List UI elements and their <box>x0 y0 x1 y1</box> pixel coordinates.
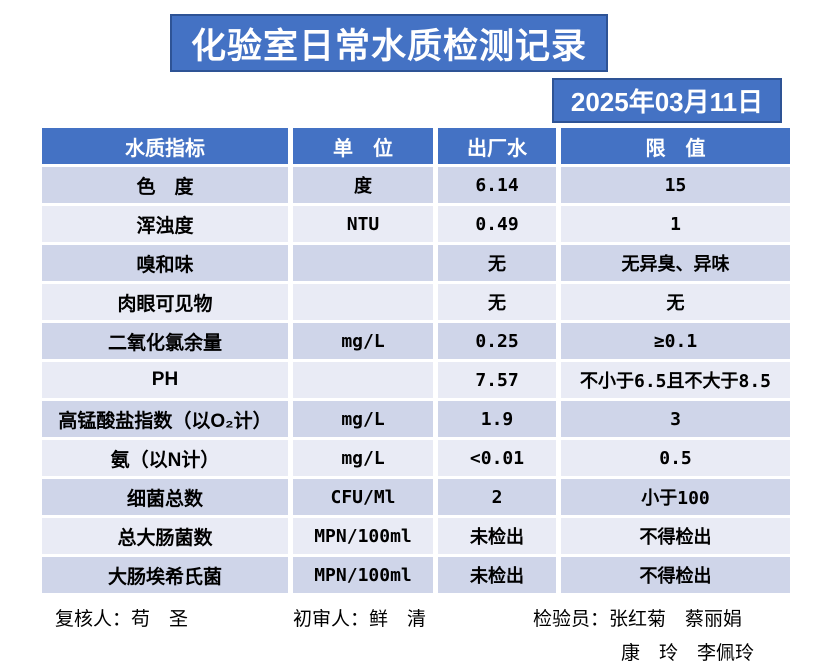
cell-limit-value: 3 <box>561 401 790 437</box>
cell-unit: MPN/100ml <box>293 518 433 554</box>
cell-indicator: 高锰酸盐指数（以O₂计） <box>42 401 288 437</box>
table-row: 浑浊度 NTU 0.49 1 <box>42 206 790 242</box>
table-row: 总大肠菌数 MPN/100ml 未检出 不得检出 <box>42 518 790 554</box>
cell-indicator: 二氧化氯余量 <box>42 323 288 359</box>
cell-unit: MPN/100ml <box>293 557 433 593</box>
cell-indicator: 细菌总数 <box>42 479 288 515</box>
water-quality-table-wrap: 水质指标 单 位 出厂水 限 值 色 度 度 6.14 15 浑浊度 NTU 0… <box>42 128 790 593</box>
inspector-names-line2: 康 玲 李佩玲 <box>621 642 755 664</box>
cell-indicator: 大肠埃希氏菌 <box>42 557 288 593</box>
table-row: 二氧化氯余量 mg/L 0.25 ≥0.1 <box>42 323 790 359</box>
page-title: 化验室日常水质检测记录 <box>170 14 608 72</box>
cell-indicator: 肉眼可见物 <box>42 284 288 320</box>
cell-limit-value: 不小于6.5且不大于8.5 <box>561 362 790 398</box>
cell-limit-value: 无异臭、异味 <box>561 245 790 281</box>
cell-factory-water-value: 2 <box>438 479 556 515</box>
cell-unit: NTU <box>293 206 433 242</box>
cell-limit-value: 不得检出 <box>561 518 790 554</box>
cell-factory-water-value: 0.25 <box>438 323 556 359</box>
cell-factory-water-value: 1.9 <box>438 401 556 437</box>
cell-unit: mg/L <box>293 323 433 359</box>
table-header-row: 水质指标 单 位 出厂水 限 值 <box>42 128 790 164</box>
cell-factory-water-value: 无 <box>438 245 556 281</box>
table-row: 细菌总数 CFU/Ml 2 小于100 <box>42 479 790 515</box>
table-row: PH 7.57 不小于6.5且不大于8.5 <box>42 362 790 398</box>
inspector-names-line1: 张红菊 蔡丽娟 <box>609 608 743 630</box>
table-row: 色 度 度 6.14 15 <box>42 167 790 203</box>
cell-factory-water-value: 7.57 <box>438 362 556 398</box>
cell-unit: 度 <box>293 167 433 203</box>
cell-factory-water-value: 6.14 <box>438 167 556 203</box>
cell-unit <box>293 284 433 320</box>
cell-indicator: 氨（以N计） <box>42 440 288 476</box>
cell-unit: mg/L <box>293 440 433 476</box>
table-row: 大肠埃希氏菌 MPN/100ml 未检出 不得检出 <box>42 557 790 593</box>
cell-indicator: 总大肠菌数 <box>42 518 288 554</box>
cell-limit-value: 无 <box>561 284 790 320</box>
cell-indicator: PH <box>42 362 288 398</box>
table-row: 肉眼可见物 无 无 <box>42 284 790 320</box>
table-body: 色 度 度 6.14 15 浑浊度 NTU 0.49 1 嗅和味 无 无异臭、异… <box>42 167 790 593</box>
cell-limit-value: 不得检出 <box>561 557 790 593</box>
table-row: 氨（以N计） mg/L <0.01 0.5 <box>42 440 790 476</box>
cell-limit-value: 0.5 <box>561 440 790 476</box>
cell-factory-water-value: 0.49 <box>438 206 556 242</box>
cell-factory-water-value: <0.01 <box>438 440 556 476</box>
cell-limit-value: ≥0.1 <box>561 323 790 359</box>
table-row: 高锰酸盐指数（以O₂计） mg/L 1.9 3 <box>42 401 790 437</box>
cell-factory-water-value: 无 <box>438 284 556 320</box>
cell-unit <box>293 362 433 398</box>
cell-indicator: 嗅和味 <box>42 245 288 281</box>
record-date: 2025年03月11日 <box>552 78 782 123</box>
cell-unit <box>293 245 433 281</box>
inspectors-line1: 检验员：张红菊 蔡丽娟 <box>533 604 754 631</box>
reviewer-signature: 复核人：苟 圣 <box>55 608 189 630</box>
cell-limit-value: 小于100 <box>561 479 790 515</box>
cell-indicator: 浑浊度 <box>42 206 288 242</box>
inspector-label: 检验员： <box>533 608 610 630</box>
cell-unit: mg/L <box>293 401 433 437</box>
cell-unit: CFU/Ml <box>293 479 433 515</box>
cell-factory-water-value: 未检出 <box>438 557 556 593</box>
cell-limit-value: 1 <box>561 206 790 242</box>
first-auditor-signature: 初审人：鲜 清 <box>293 608 427 630</box>
table-row: 嗅和味 无 无异臭、异味 <box>42 245 790 281</box>
inspectors-signature: 检验员：张红菊 蔡丽娟 康 玲 李佩玲 <box>533 604 754 665</box>
col-header-factory-water: 出厂水 <box>438 128 556 164</box>
water-quality-table: 水质指标 单 位 出厂水 限 值 色 度 度 6.14 15 浑浊度 NTU 0… <box>37 125 795 596</box>
col-header-limit: 限 值 <box>561 128 790 164</box>
col-header-unit: 单 位 <box>293 128 433 164</box>
signature-footer: 复核人：苟 圣 初审人：鲜 清 检验员：张红菊 蔡丽娟 康 玲 李佩玲 <box>0 600 828 664</box>
col-header-indicator: 水质指标 <box>42 128 288 164</box>
cell-factory-water-value: 未检出 <box>438 518 556 554</box>
cell-limit-value: 15 <box>561 167 790 203</box>
cell-indicator: 色 度 <box>42 167 288 203</box>
